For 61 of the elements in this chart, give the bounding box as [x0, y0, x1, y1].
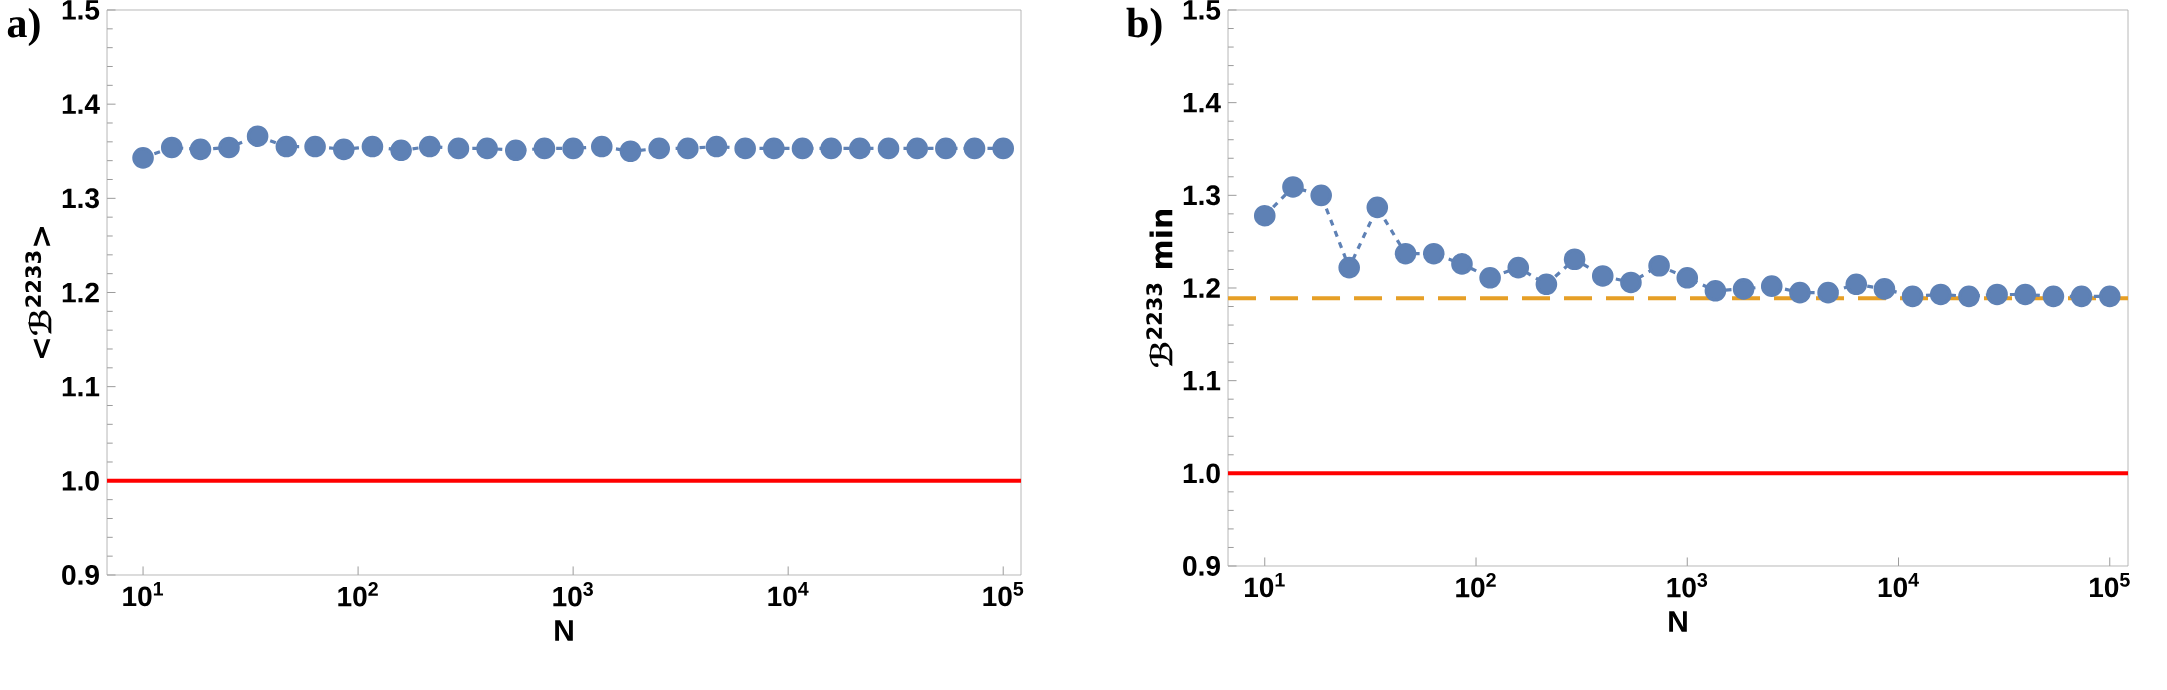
x-axis-title: N	[555, 620, 573, 641]
point	[1986, 283, 2008, 306]
point	[1648, 254, 1670, 277]
x-tick-label: 10$^{3}$	[553, 582, 593, 607]
y-axis-title: ℬ$^{2233}$ min	[1146, 210, 1173, 368]
point	[1873, 278, 1896, 300]
y-tick-label: 1.0	[1183, 463, 1220, 484]
point	[1676, 267, 1699, 289]
point	[2070, 285, 2093, 308]
point	[2098, 285, 2121, 308]
x-tick-label: 10$^{1}$	[1245, 573, 1285, 598]
point	[1253, 204, 1276, 227]
point	[1732, 278, 1755, 300]
x-tick-label: 10$^{5}$	[983, 582, 1024, 607]
point	[1789, 281, 1811, 304]
y-tick-label: 1.5	[62, 0, 100, 20]
chart-title: a)	[7, 7, 40, 46]
x-tick-label: 10$^{1}$	[123, 582, 164, 607]
point	[1901, 285, 1924, 308]
point	[1451, 253, 1473, 275]
y-tick-label: 1.2	[1183, 278, 1220, 298]
point	[1282, 176, 1304, 198]
y-axis-title: <ℬ$^{2233}$>	[25, 226, 52, 359]
y-tick-label: 1.5	[1183, 0, 1221, 20]
point	[1704, 279, 1727, 302]
point	[1620, 271, 1642, 294]
point	[1366, 196, 1389, 219]
point	[1929, 283, 1952, 306]
chart-title: b)	[1126, 7, 1162, 46]
point	[1760, 275, 1783, 297]
y-tick-label: 1.1	[1183, 371, 1221, 391]
y-tick-label: 0.9	[1183, 556, 1220, 576]
y-tick-label: 1.3	[1183, 185, 1220, 206]
x-tick-label: 10$^{3}$	[1667, 573, 1708, 598]
point	[2042, 285, 2065, 308]
point	[1310, 184, 1332, 207]
x-tick-label: 10$^{4}$	[1878, 573, 1919, 598]
x-tick-label: 10$^{5}$	[2090, 573, 2130, 598]
point	[1394, 242, 1417, 265]
point	[2014, 283, 2037, 306]
y-tick-label: 1.3	[62, 188, 99, 209]
x-tick-label: 10$^{4}$	[768, 582, 809, 607]
y-tick-label: 1.4	[1183, 93, 1221, 113]
point	[1563, 248, 1586, 271]
point	[1338, 256, 1360, 279]
point	[1507, 256, 1530, 279]
point	[1422, 242, 1445, 265]
y-tick-label: 1.2	[62, 282, 99, 303]
point	[1479, 267, 1501, 289]
point	[1591, 265, 1614, 287]
y-tick-label: 1.4	[62, 94, 100, 114]
y-tick-label: 0.9	[62, 565, 99, 585]
y-tick-label: 1.1	[62, 377, 100, 397]
point	[1958, 285, 1980, 308]
point	[1535, 273, 1558, 296]
point	[1845, 273, 1868, 296]
x-axis-title: N	[1669, 611, 1687, 632]
y-tick-label: 1.0	[62, 470, 99, 491]
x-tick-label: 10$^{2}$	[1456, 573, 1496, 598]
point	[1817, 281, 1839, 304]
x-tick-label: 10$^{2}$	[338, 582, 378, 607]
